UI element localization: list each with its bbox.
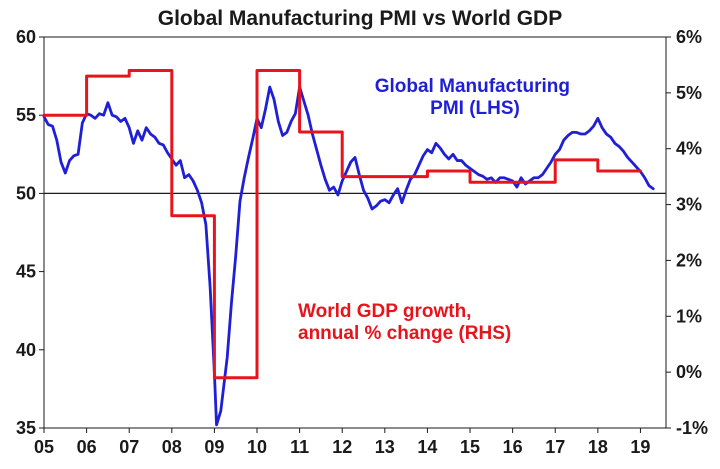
x-tick-label: 11 xyxy=(290,437,309,457)
right-tick-label: 1% xyxy=(676,306,702,326)
series-layer xyxy=(42,69,655,427)
x-tick-label: 07 xyxy=(119,437,139,457)
x-tick-label: 17 xyxy=(545,437,565,457)
x-tick-label: 14 xyxy=(417,437,437,457)
right-tick-label: 6% xyxy=(676,27,702,47)
gdp-label-line-2: annual % change (RHS) xyxy=(298,323,511,344)
gdp-label-line-1: World GDP growth, xyxy=(298,301,471,322)
x-axis: 05 06 07 08 09 10 11 12 13 14 15 16 17 18 19 xyxy=(34,428,650,457)
x-tick-label: 16 xyxy=(503,437,523,457)
left-tick-label: 40 xyxy=(16,340,36,360)
x-tick-label: 15 xyxy=(460,437,480,457)
x-tick-label: 10 xyxy=(247,437,267,457)
world-gdp-line xyxy=(42,69,642,380)
x-tick-label: 12 xyxy=(332,437,352,457)
x-tick-label: 08 xyxy=(162,437,182,457)
right-tick-label: -1% xyxy=(676,418,708,438)
plot-frame xyxy=(43,36,667,429)
left-tick-label: 50 xyxy=(16,183,36,203)
left-tick-label: 45 xyxy=(16,262,36,282)
x-tick-label: 06 xyxy=(77,437,97,457)
right-tick-label: 0% xyxy=(676,362,702,382)
right-tick-label: 4% xyxy=(676,139,702,159)
right-tick-label: 5% xyxy=(676,83,702,103)
x-tick-label: 05 xyxy=(34,437,54,457)
x-tick-label: 18 xyxy=(588,437,608,457)
right-tick-label: 2% xyxy=(676,250,702,270)
left-tick-label: 35 xyxy=(16,418,36,438)
pmi-label: Global Manufacturing PMI (LHS) xyxy=(375,76,576,119)
gdp-label: World GDP growth, annual % change (RHS) xyxy=(298,301,511,344)
x-tick-label: 09 xyxy=(204,437,224,457)
left-axis: 60 55 50 45 40 35 xyxy=(16,27,44,438)
x-tick-label: 13 xyxy=(375,437,395,457)
right-tick-label: 3% xyxy=(676,195,702,215)
left-tick-label: 55 xyxy=(16,105,36,125)
left-tick-label: 60 xyxy=(16,27,36,47)
pmi-line xyxy=(42,85,655,427)
x-tick-label: 19 xyxy=(630,437,650,457)
right-axis: 6% 5% 4% 3% 2% 1% 0% -1% xyxy=(666,27,708,438)
chart-title: Global Manufacturing PMI vs World GDP xyxy=(158,7,562,30)
pmi-label-line-2: PMI (LHS) xyxy=(430,98,520,119)
pmi-label-line-1: Global Manufacturing xyxy=(375,76,570,97)
